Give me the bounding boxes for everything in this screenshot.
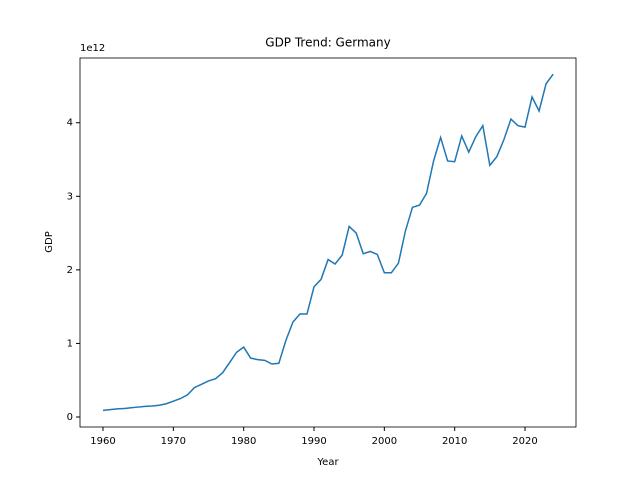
y-tick-label: 2 [67,265,73,276]
y-axis-label: GDP [44,231,55,252]
x-tick-label: 1970 [161,436,186,447]
chart-title: GDP Trend: Germany [265,36,390,50]
x-tick-label: 2000 [372,436,397,447]
y-tick-label: 4 [67,118,73,129]
x-tick-label: 2020 [512,436,537,447]
x-tick-label: 2010 [442,436,467,447]
data-line [102,73,554,412]
x-tick-label: 1990 [301,436,326,447]
x-axis-label: Year [316,457,339,468]
plot-frame [79,57,577,428]
y-tick-label: 3 [67,191,73,202]
y-tick-label: 0 [67,412,73,423]
y-tick-label: 1 [67,338,73,349]
y-offset-label: 1e12 [80,43,105,54]
x-tick-label: 1960 [90,436,115,447]
x-tick-label: 1980 [231,436,256,447]
